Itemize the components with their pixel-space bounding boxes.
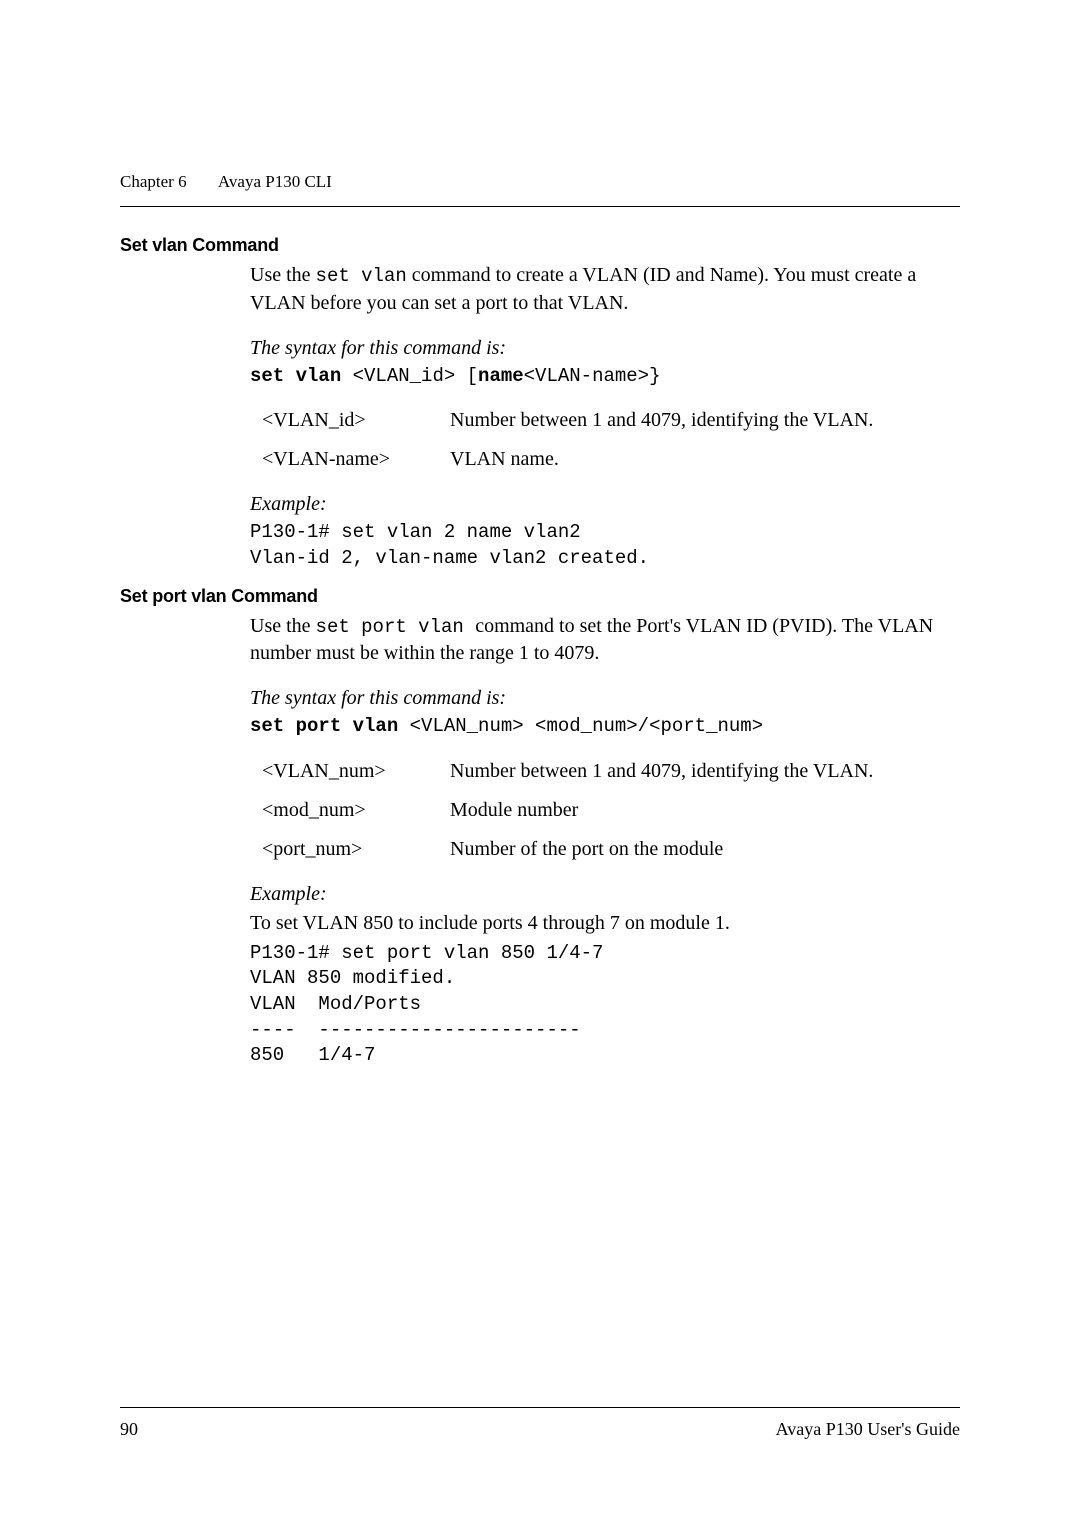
- param-term: <VLAN-name>: [262, 446, 450, 473]
- param-row: <mod_num> Module number: [262, 797, 960, 824]
- example-line: ---- -----------------------: [250, 1018, 960, 1044]
- param-row: <VLAN_num> Number between 1 and 4079, id…: [262, 758, 960, 785]
- content-area: Set vlan Command Use the set vlan comman…: [120, 235, 960, 1069]
- syntax-cmd-bold: set vlan: [250, 365, 353, 387]
- param-term: <port_num>: [262, 836, 450, 863]
- example-line: Vlan-id 2, vlan-name vlan2 created.: [250, 546, 960, 572]
- chapter-title: Avaya P130 CLI: [218, 172, 332, 191]
- param-def: Number between 1 and 4079, identifying t…: [450, 758, 960, 785]
- example-label: Example:: [250, 491, 960, 518]
- page-number: 90: [120, 1419, 138, 1440]
- header-rule: [120, 206, 960, 207]
- set-vlan-syntax: set vlan <VLAN_id> [name<VLAN-name>}: [250, 364, 960, 390]
- example-line: 850 1/4-7: [250, 1043, 960, 1069]
- param-row: <VLAN-name> VLAN name.: [262, 446, 960, 473]
- example-line: P130-1# set vlan 2 name vlan2: [250, 520, 960, 546]
- example-label: Example:: [250, 881, 960, 908]
- running-head: Chapter 6 Avaya P130 CLI: [120, 172, 332, 192]
- set-port-vlan-intro: Use the set port vlan command to set the…: [250, 613, 960, 668]
- page: Chapter 6 Avaya P130 CLI Set vlan Comman…: [0, 0, 1080, 1528]
- param-term: <mod_num>: [262, 797, 450, 824]
- syntax-label: The syntax for this command is:: [250, 685, 960, 712]
- syntax-tail: <VLAN_num> <mod_num>/<port_num>: [410, 715, 763, 737]
- set-vlan-intro: Use the set vlan command to create a VLA…: [250, 262, 960, 317]
- set-vlan-params: <VLAN_id> Number between 1 and 4079, ide…: [262, 407, 960, 473]
- param-row: <VLAN_id> Number between 1 and 4079, ide…: [262, 407, 960, 434]
- syntax-label: The syntax for this command is:: [250, 335, 960, 362]
- set-port-vlan-body: Use the set port vlan command to set the…: [250, 613, 960, 1069]
- intro-cmd: set port vlan: [316, 616, 476, 638]
- set-port-vlan-params: <VLAN_num> Number between 1 and 4079, id…: [262, 758, 960, 863]
- syntax-cmd-bold: set port vlan: [250, 715, 410, 737]
- syntax-tail: <VLAN-name>}: [524, 365, 661, 387]
- intro-prefix: Use the: [250, 615, 316, 637]
- param-def: Number of the port on the module: [450, 836, 960, 863]
- footer: 90 Avaya P130 User's Guide: [120, 1419, 960, 1440]
- set-port-vlan-syntax: set port vlan <VLAN_num> <mod_num>/<port…: [250, 714, 960, 740]
- footer-rule: [120, 1407, 960, 1408]
- param-def: Module number: [450, 797, 960, 824]
- param-def: VLAN name.: [450, 446, 960, 473]
- param-term: <VLAN_id>: [262, 407, 450, 434]
- param-term: <VLAN_num>: [262, 758, 450, 785]
- example-intro: To set VLAN 850 to include ports 4 throu…: [250, 910, 960, 937]
- chapter-label: Chapter 6: [120, 172, 187, 191]
- heading-set-vlan: Set vlan Command: [120, 235, 960, 256]
- heading-set-port-vlan: Set port vlan Command: [120, 586, 960, 607]
- example-line: VLAN Mod/Ports: [250, 992, 960, 1018]
- syntax-name-bold: name: [478, 365, 524, 387]
- intro-cmd: set vlan: [316, 265, 407, 287]
- intro-prefix: Use the: [250, 264, 316, 286]
- example-line: P130-1# set port vlan 850 1/4-7: [250, 941, 960, 967]
- book-title: Avaya P130 User's Guide: [776, 1419, 960, 1440]
- param-row: <port_num> Number of the port on the mod…: [262, 836, 960, 863]
- set-vlan-body: Use the set vlan command to create a VLA…: [250, 262, 960, 572]
- param-def: Number between 1 and 4079, identifying t…: [450, 407, 960, 434]
- example-line: VLAN 850 modified.: [250, 966, 960, 992]
- syntax-mid: <VLAN_id> [: [353, 365, 478, 387]
